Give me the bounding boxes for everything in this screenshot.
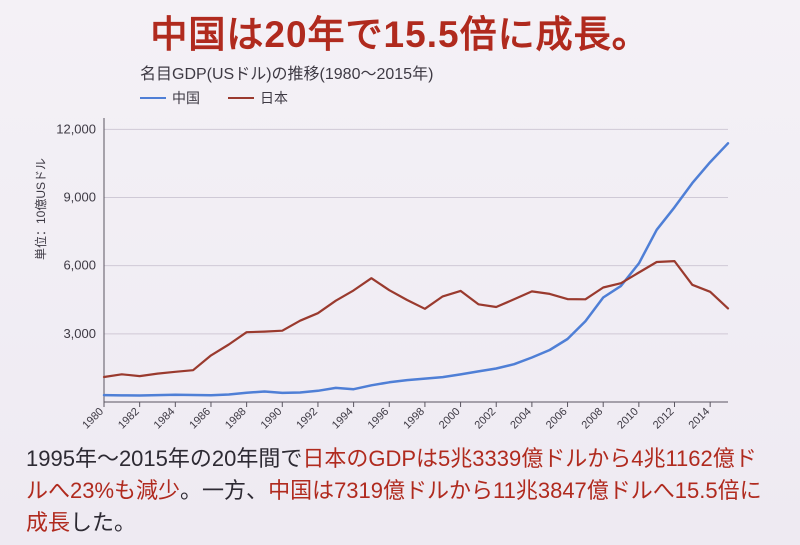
gdp-chart: 名目GDP(USドル)の推移(1980～2015年) 中国 日本 単位：10億U… bbox=[40, 60, 760, 460]
svg-text:2002: 2002 bbox=[473, 406, 499, 432]
svg-text:3,000: 3,000 bbox=[63, 326, 96, 341]
svg-text:2008: 2008 bbox=[580, 406, 606, 432]
legend-label-china: 中国 bbox=[172, 88, 200, 108]
svg-text:1988: 1988 bbox=[223, 406, 249, 432]
svg-text:2004: 2004 bbox=[508, 406, 534, 432]
body-run: した。 bbox=[70, 510, 136, 535]
svg-text:1994: 1994 bbox=[330, 406, 356, 432]
svg-text:1996: 1996 bbox=[366, 406, 392, 432]
legend-swatch-japan bbox=[228, 97, 254, 99]
headline: 中国は20年で15.5倍に成長。 bbox=[0, 4, 800, 58]
series-japan bbox=[104, 261, 728, 377]
svg-text:2014: 2014 bbox=[686, 406, 712, 432]
legend-item-japan: 日本 bbox=[228, 88, 288, 108]
svg-text:1984: 1984 bbox=[152, 406, 178, 432]
chart-ylabel: 単位：10億USドル bbox=[32, 158, 49, 260]
svg-text:2006: 2006 bbox=[544, 406, 570, 432]
chart-title: 名目GDP(USドル)の推移(1980～2015年) bbox=[140, 60, 760, 84]
svg-text:1990: 1990 bbox=[259, 406, 285, 432]
svg-text:1986: 1986 bbox=[187, 406, 213, 432]
series-china bbox=[104, 143, 728, 395]
svg-text:12,000: 12,000 bbox=[56, 121, 96, 136]
svg-text:6,000: 6,000 bbox=[63, 258, 96, 273]
svg-text:2010: 2010 bbox=[615, 406, 641, 432]
svg-text:2000: 2000 bbox=[437, 406, 463, 432]
legend-swatch-china bbox=[140, 97, 166, 99]
svg-text:1982: 1982 bbox=[116, 406, 142, 432]
chart-legend: 中国 日本 bbox=[140, 88, 760, 108]
legend-label-japan: 日本 bbox=[260, 88, 288, 108]
svg-text:1998: 1998 bbox=[401, 406, 427, 432]
body-run: 。一方、 bbox=[180, 478, 268, 503]
legend-item-china: 中国 bbox=[140, 88, 200, 108]
chart-svg: 3,000 6,000 9,000 12,000 1980 1982 1984 1986 198… bbox=[40, 114, 740, 454]
svg-text:2012: 2012 bbox=[651, 406, 677, 432]
svg-text:1992: 1992 bbox=[294, 406, 320, 432]
body-run: 1995年～2015年の20年間で bbox=[26, 446, 302, 471]
svg-text:1980: 1980 bbox=[80, 406, 106, 432]
body-text: 1995年～2015年の20年間で日本のGDPは5兆3339億ドルから4兆116… bbox=[26, 443, 774, 539]
slide: 中国は20年で15.5倍に成長。 名目GDP(USドル)の推移(1980～201… bbox=[0, 0, 800, 545]
svg-text:9,000: 9,000 bbox=[63, 190, 96, 205]
